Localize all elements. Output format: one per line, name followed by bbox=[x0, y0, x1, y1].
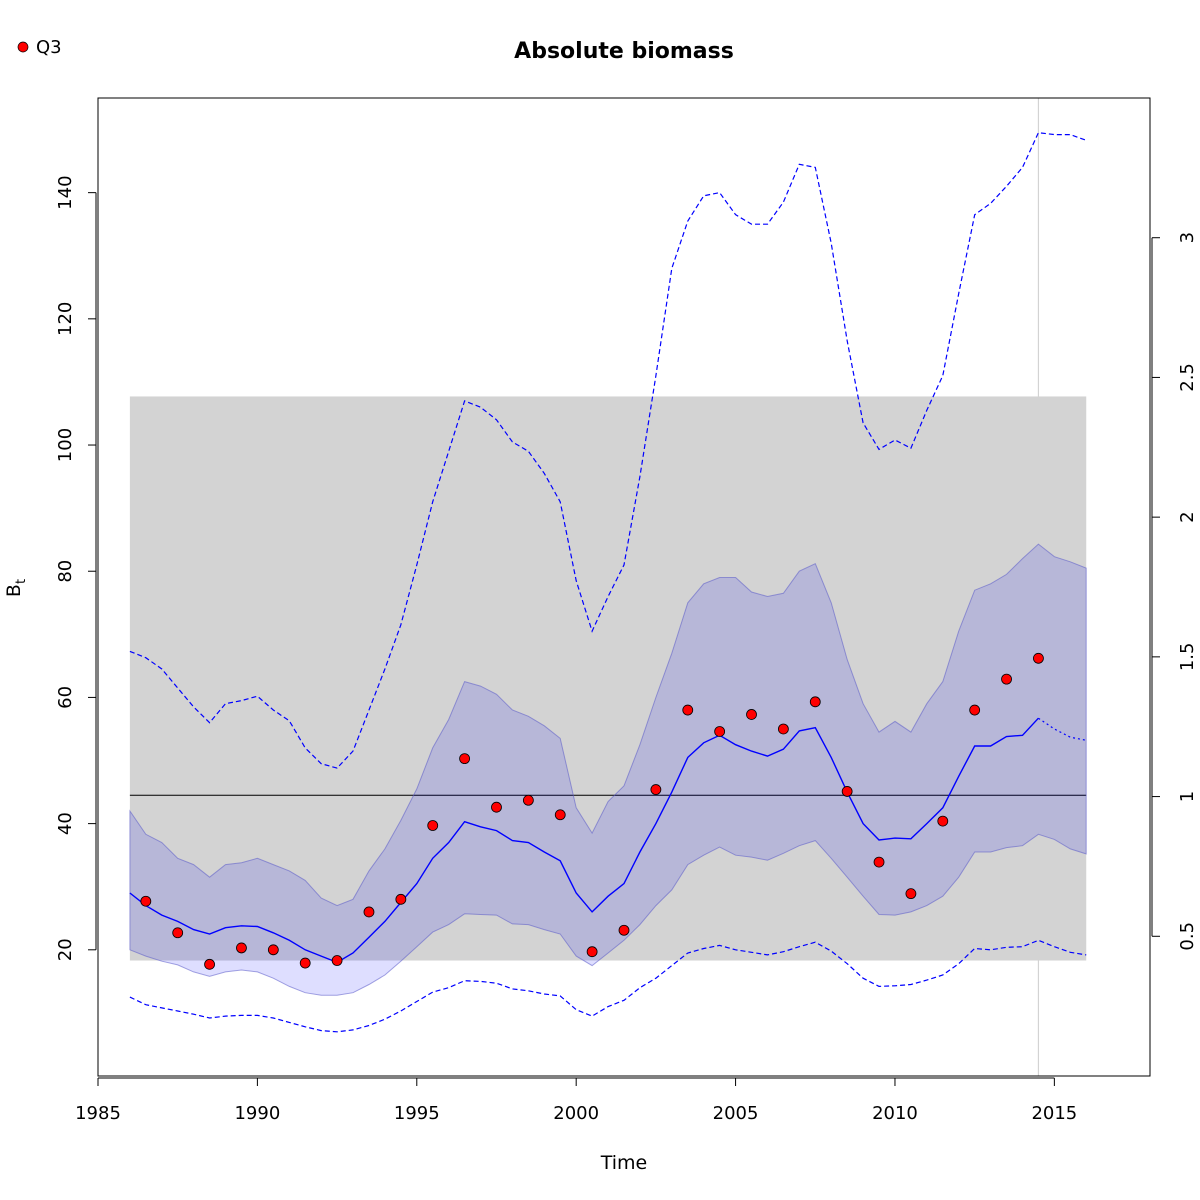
q3-point bbox=[618, 924, 630, 936]
q3-point bbox=[905, 888, 917, 900]
q3-point bbox=[969, 704, 981, 716]
q3-point bbox=[777, 723, 789, 735]
y-tick-label: 100 bbox=[55, 428, 76, 462]
data-points-layer bbox=[140, 652, 1044, 970]
q3-point bbox=[586, 946, 598, 958]
q3-point bbox=[937, 815, 949, 827]
q3-point bbox=[299, 957, 311, 969]
q3-point bbox=[204, 958, 215, 970]
q3-point bbox=[459, 753, 471, 765]
q3-point bbox=[172, 927, 184, 939]
q3-point bbox=[650, 784, 662, 795]
x-axis-label: Time bbox=[600, 1152, 648, 1174]
x-tick-label: 2015 bbox=[1031, 1103, 1077, 1124]
q3-point bbox=[140, 895, 152, 907]
q3-point bbox=[1001, 673, 1012, 685]
reference-gray-band bbox=[129, 396, 1087, 961]
confidence-band bbox=[129, 543, 1087, 996]
x-tick-label: 2005 bbox=[713, 1103, 759, 1124]
x-tick-label: 1995 bbox=[394, 1103, 440, 1124]
y2-tick-label: 1.5 bbox=[1177, 643, 1198, 672]
lower-dashed-bound-line bbox=[129, 939, 1087, 1033]
q3-point bbox=[554, 809, 566, 821]
legend-label-q3: Q3 bbox=[36, 37, 62, 58]
reference-layer bbox=[129, 98, 1087, 1076]
legend: Q3 bbox=[17, 37, 62, 58]
x-tick-label: 2010 bbox=[872, 1103, 918, 1124]
y-tick-label: 80 bbox=[55, 560, 76, 583]
q3-point bbox=[841, 786, 853, 797]
axes-layer bbox=[97, 97, 1151, 1077]
y-tick-label: 20 bbox=[55, 938, 76, 961]
q3-point bbox=[873, 856, 885, 868]
ticks-layer: 1985 1990 1995 2000 2005 2010 2015 20 40 60 80 100 1… bbox=[55, 175, 1198, 1124]
q3-point bbox=[714, 726, 726, 737]
biomass-estimate-forecast-line bbox=[1038, 717, 1087, 741]
y-tick-label: 120 bbox=[55, 302, 76, 336]
q3-point bbox=[236, 942, 247, 954]
y-axis-label-subscript: t bbox=[14, 579, 29, 584]
y2-tick-label: 1 bbox=[1177, 791, 1198, 802]
q3-point bbox=[427, 820, 439, 831]
q3-point bbox=[746, 709, 757, 720]
upper-dashed-bound-line bbox=[129, 132, 1087, 769]
q3-point bbox=[491, 801, 502, 813]
plot-frame bbox=[97, 97, 1151, 1077]
q3-point bbox=[363, 906, 375, 918]
x-tick-label: 1985 bbox=[75, 1103, 121, 1124]
q3-point bbox=[809, 696, 821, 708]
q3-point bbox=[267, 944, 279, 956]
y2-tick-label: 2.5 bbox=[1177, 363, 1198, 392]
y2-tick-label: 3 bbox=[1177, 232, 1198, 243]
x-tick-label: 2000 bbox=[553, 1103, 599, 1124]
y-tick-label: 60 bbox=[55, 686, 76, 709]
confidence-band-layer bbox=[129, 543, 1087, 996]
y-axis-label-main: B bbox=[3, 584, 25, 597]
q3-point bbox=[1033, 652, 1044, 664]
y2-tick-label: 2 bbox=[1177, 511, 1198, 522]
y-axis-label: Bt bbox=[3, 579, 29, 597]
q3-point bbox=[331, 955, 343, 966]
biomass-estimate-line bbox=[129, 717, 1039, 964]
q3-point bbox=[682, 704, 694, 716]
legend-marker-q3 bbox=[17, 41, 29, 53]
y2-tick-label: 0.5 bbox=[1177, 922, 1198, 951]
y-tick-label: 140 bbox=[55, 175, 76, 209]
chart-title: Absolute biomass bbox=[514, 39, 734, 64]
q3-point bbox=[522, 794, 534, 806]
series-lines-layer bbox=[129, 132, 1087, 1033]
q3-point bbox=[395, 893, 407, 905]
y-tick-label: 40 bbox=[55, 812, 76, 835]
x-tick-label: 1990 bbox=[234, 1103, 280, 1124]
